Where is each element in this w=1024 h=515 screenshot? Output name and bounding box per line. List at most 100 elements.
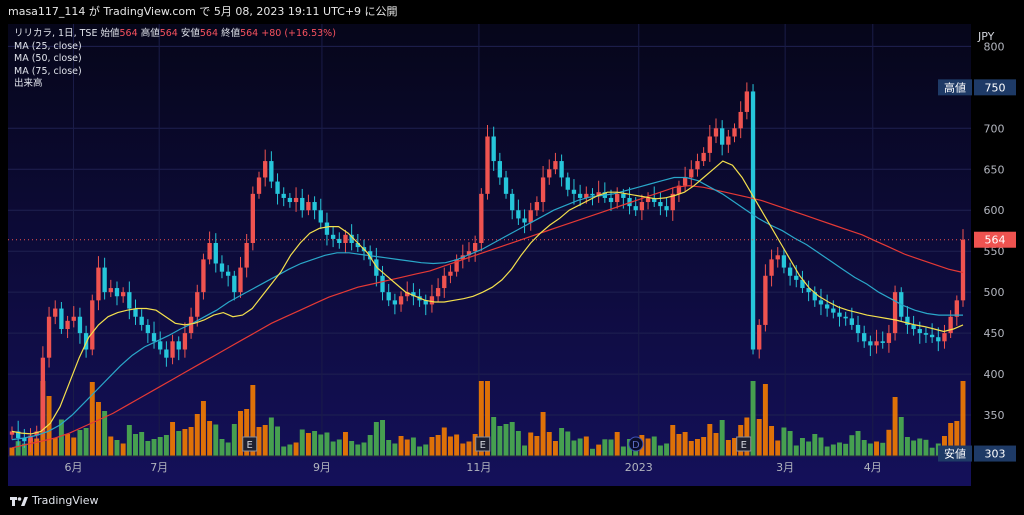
candle-body: [28, 435, 33, 442]
candle-body: [689, 169, 694, 178]
price-chart[interactable]: 350 400 450 500 550 600 650 700 800 6月 7月 9月 11月 202…: [8, 24, 1016, 486]
volume-bar: [83, 428, 89, 456]
chart-frame[interactable]: 350 400 450 500 550 600 650 700 800 6月 7月 9月 11月 202…: [8, 24, 1016, 486]
candle-body: [911, 324, 916, 330]
candle-body: [275, 181, 280, 194]
volume-bar: [960, 381, 966, 456]
volume-bar: [95, 402, 101, 456]
volume-bar: [676, 434, 682, 456]
volume-bar: [775, 440, 781, 456]
y-tick-label: 700: [984, 122, 1005, 135]
volume-bar: [750, 381, 756, 456]
candle-body: [510, 193, 515, 211]
volume-bar: [275, 426, 281, 456]
candle-body: [565, 177, 570, 190]
volume-bar: [701, 437, 707, 456]
price-axis[interactable]: 350 400 450 500 550 600 650 700 800: [984, 40, 1005, 422]
publish-header: masa117_114 が TradingView.com で 5月 08, 2…: [0, 0, 1024, 24]
legend-ma75[interactable]: MA (75, close): [14, 65, 82, 77]
dividend-marker: [628, 436, 644, 452]
volume-bar: [139, 432, 145, 456]
legend-ma50[interactable]: MA (50, close): [14, 53, 82, 64]
volume-bar: [861, 440, 867, 456]
symbol-label[interactable]: リリカラ, 1日, TSE: [14, 28, 98, 39]
time-axis[interactable]: 6月 7月 9月 11月 2023 3月 4月: [8, 455, 971, 474]
volume-bar: [268, 417, 274, 456]
volume-bar: [330, 441, 336, 456]
high-value: 564: [159, 28, 178, 39]
legend-volume[interactable]: 出来高: [14, 78, 43, 89]
volume-bar: [478, 381, 484, 456]
candle-body: [491, 136, 496, 162]
candle-body: [355, 243, 360, 248]
volume-bar: [824, 446, 830, 456]
candle-body: [96, 267, 101, 301]
candle-body: [658, 202, 663, 207]
candle-body: [905, 316, 910, 325]
legend-ma25[interactable]: MA (25, close): [14, 40, 82, 52]
candle-body: [238, 267, 243, 293]
volume-bar: [157, 437, 163, 456]
candle-body: [936, 337, 941, 342]
volume-bar: [880, 442, 886, 456]
publish-line: masa117_114 が TradingView.com で 5月 08, 2…: [8, 5, 398, 18]
volume-bar: [515, 431, 521, 456]
candle-body: [831, 308, 836, 313]
currency-label[interactable]: JPY: [978, 30, 995, 43]
volume-bar: [762, 384, 768, 456]
volume-bar: [664, 443, 670, 456]
candle-body: [219, 263, 225, 272]
candle-body: [497, 161, 503, 178]
volume-bar: [21, 443, 27, 456]
x-tick-label: 4月: [864, 461, 882, 474]
y-tick-label: 400: [984, 368, 1005, 381]
volume-bars: [9, 381, 966, 456]
candle-body: [195, 292, 200, 317]
candle-body: [806, 288, 811, 293]
volume-bar: [756, 419, 762, 456]
volume-bar: [120, 443, 126, 456]
candle-body: [300, 197, 305, 211]
candle-body: [53, 308, 58, 317]
candle-body: [164, 349, 169, 358]
price-tag-label: 安値: [944, 447, 966, 461]
chart-legend: リリカラ, 1日, TSE 始値564 高値564 安値564 終値564 +8…: [14, 28, 336, 91]
candle-body: [324, 222, 330, 235]
volume-bar: [200, 401, 206, 456]
candle-body: [917, 329, 922, 334]
volume-bar: [590, 448, 595, 456]
candle-body: [775, 255, 780, 260]
candle-body: [411, 292, 416, 297]
volume-bar: [645, 438, 651, 456]
x-tick-label: 3月: [776, 461, 794, 474]
candle-body: [676, 185, 682, 194]
y-tick-label: 350: [984, 409, 1005, 422]
candle-body: [250, 193, 255, 243]
volume-bar: [133, 434, 138, 456]
candle-body: [720, 128, 725, 145]
volume-bar: [491, 417, 497, 456]
candle-body: [120, 292, 126, 297]
candle-body: [133, 308, 138, 317]
candle-body: [380, 275, 385, 293]
candle-body: [16, 431, 21, 438]
candle-body: [71, 316, 76, 321]
tradingview-logo[interactable]: TradingView: [10, 494, 98, 507]
candle-body: [293, 197, 299, 203]
candle-body: [682, 177, 688, 186]
candle-body: [664, 206, 669, 211]
price-tag-label: 高値: [944, 80, 966, 94]
candle-body: [763, 275, 768, 325]
candle-body: [102, 267, 107, 293]
candle-body: [139, 316, 144, 325]
volume-bar: [65, 434, 71, 456]
candle-body: [843, 316, 848, 319]
volume-bar: [336, 439, 342, 456]
candles: [9, 82, 966, 452]
candle-body: [645, 197, 651, 203]
candle-body: [318, 210, 323, 223]
price-tag-value: 750: [985, 81, 1006, 94]
event-marker-label: E: [247, 440, 253, 451]
candle-body: [423, 300, 428, 305]
